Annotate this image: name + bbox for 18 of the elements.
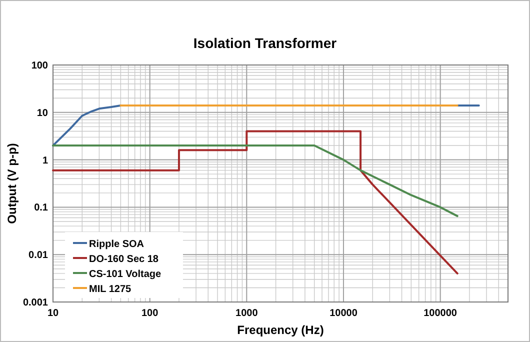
- x-tick-label: 10: [47, 308, 59, 319]
- legend-label: CS-101 Voltage: [89, 269, 162, 280]
- legend-label: MIL 1275: [89, 284, 132, 295]
- chart-title: Isolation Transformer: [193, 35, 338, 51]
- legend-label: Ripple SOA: [89, 239, 144, 250]
- x-tick-label: 1000: [236, 308, 258, 319]
- x-axis-title: Frequency (Hz): [237, 323, 324, 337]
- y-tick-label: 10: [36, 108, 48, 119]
- y-tick-label: 1: [42, 155, 48, 166]
- y-tick-label: 0.01: [28, 250, 48, 262]
- x-tick-label: 100: [141, 308, 159, 319]
- legend-label: DO-160 Sec 18: [89, 254, 159, 265]
- y-tick-label: 0.001: [22, 298, 48, 308]
- y-tick-label: 100: [31, 60, 48, 72]
- y-axis-title: Output (V p-p): [5, 143, 19, 224]
- x-tick-label: 10000: [330, 308, 358, 319]
- x-tick-label: 100000: [424, 308, 458, 319]
- y-tick-label: 0.1: [34, 202, 48, 214]
